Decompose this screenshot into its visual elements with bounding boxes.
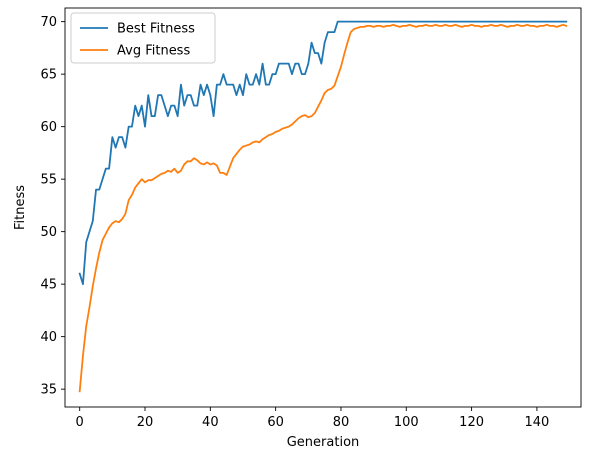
y-axis-label: Fitness [13, 185, 28, 230]
y-tick-label: 65 [40, 68, 57, 83]
y-tick-label: 35 [40, 383, 57, 398]
legend: Best Fitness Avg Fitness [70, 12, 216, 64]
x-tick-label: 140 [524, 415, 549, 430]
plot-frame [64, 7, 582, 408]
x-axis-label: Generation [287, 435, 360, 450]
y-tick-label: 45 [40, 278, 57, 293]
y-tick-label: 40 [40, 330, 57, 345]
x-tick-label: 0 [76, 415, 84, 430]
series-line-2 [78, 23, 568, 393]
x-tick-label: 120 [459, 415, 484, 430]
plot-area [78, 20, 568, 393]
x-tick-label: 40 [202, 415, 219, 430]
y-tick-label: 70 [40, 15, 57, 30]
legend-label: Avg Fitness [117, 44, 190, 59]
x-tick-label: 20 [137, 415, 154, 430]
y-tick-label: 55 [40, 173, 57, 188]
x-axis-ticks: 0 20 40 60 80 100 120 140 [76, 407, 549, 430]
series-line-1 [78, 20, 568, 286]
x-tick-label: 80 [333, 415, 350, 430]
x-tick-label: 100 [394, 415, 419, 430]
x-tick-label: 60 [267, 415, 284, 430]
y-tick-label: 50 [40, 225, 57, 240]
y-tick-label: 60 [40, 120, 57, 135]
legend-label: Best Fitness [117, 22, 195, 37]
y-axis-ticks: 35 40 45 50 55 60 65 70 [40, 15, 65, 398]
